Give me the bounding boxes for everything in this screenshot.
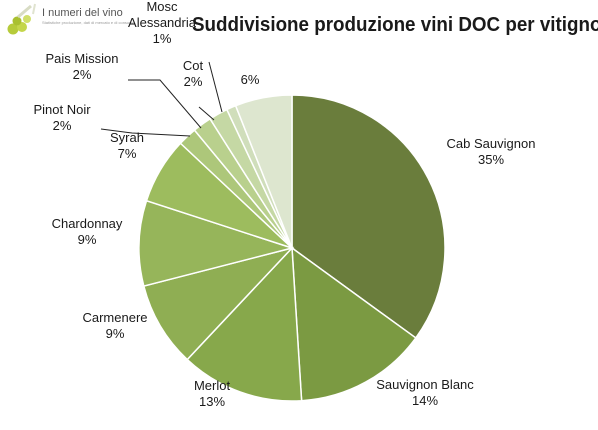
chart-title: Suddivisione produzione vini DOC per vit…: [192, 14, 598, 36]
slice-value: 14%: [412, 393, 438, 408]
slice-value: 1%: [153, 31, 172, 46]
pie-slices: [138, 94, 446, 402]
slice-value: 9%: [78, 232, 97, 247]
leader-lines: [100, 61, 223, 137]
slice-name: Cot: [183, 58, 204, 73]
slice-value: 6%: [241, 72, 260, 87]
pie-slice-other: [234, 94, 293, 249]
slice-label-sauvignon-blanc: Sauvignon Blanc 14%: [376, 377, 474, 408]
slice-value: 13%: [199, 394, 225, 409]
slice-label-carmenere: Carmenere 9%: [82, 310, 147, 341]
slice-label-syrah: Syrah 7%: [110, 130, 144, 161]
slice-name: Alessandria: [128, 15, 197, 30]
brand-name: I numeri del vino: [42, 7, 123, 19]
slice-value: 7%: [118, 146, 137, 161]
slice-name: Cab Sauvignon: [447, 136, 536, 151]
slice-label-mosc-alessandria: Mosc Alessandria 1%: [128, 0, 197, 46]
leader-line-cot: [198, 106, 215, 121]
grape-logo-icon: [7, 3, 36, 35]
slice-name: Merlot: [194, 378, 231, 393]
brand-tagline: Statistiche produzione, dati di mercato …: [42, 20, 135, 25]
slice-value: 2%: [73, 67, 92, 82]
leader-line-pinot-noir: [100, 128, 191, 137]
slice-name: Syrah: [110, 130, 144, 145]
leader-line-mosc-alessandria: [208, 61, 223, 113]
pie-slice-carmenere: [142, 246, 295, 361]
slice-label-chardonnay: Chardonnay 9%: [52, 216, 123, 247]
slice-name: Mosc: [146, 0, 178, 14]
slice-value: 2%: [184, 74, 203, 89]
slice-label-pais-mission: Pais Mission 2%: [46, 51, 119, 82]
slice-value: 35%: [478, 152, 504, 167]
slice-labels: Cab Sauvignon 35% Sauvignon Blanc 14% Merlot…: [33, 0, 535, 409]
slice-label-other: 6%: [241, 72, 260, 87]
pie-slice-sauvignon-blanc: [291, 246, 417, 402]
slice-value: 9%: [106, 326, 125, 341]
pie-slice-cab-sauvignon: [291, 94, 446, 339]
slice-name: Carmenere: [82, 310, 147, 325]
pie-slice-chardonnay: [138, 199, 295, 287]
slice-name: Chardonnay: [52, 216, 123, 231]
slice-label-cot: Cot 2%: [183, 58, 204, 89]
brand-logo: I numeri del vino Statistiche produzione…: [4, 2, 144, 38]
leader-line-pais-mission: [128, 79, 202, 129]
slice-value: 2%: [53, 118, 72, 133]
slice-label-pinot-noir: Pinot Noir 2%: [33, 102, 91, 133]
slice-name: Pinot Noir: [33, 102, 91, 117]
slice-label-cab-sauvignon: Cab Sauvignon 35%: [447, 136, 536, 167]
slice-name: Sauvignon Blanc: [376, 377, 474, 392]
pie-slice-merlot: [186, 246, 303, 402]
slice-name: Pais Mission: [46, 51, 119, 66]
slice-label-merlot: Merlot 13%: [194, 378, 231, 409]
